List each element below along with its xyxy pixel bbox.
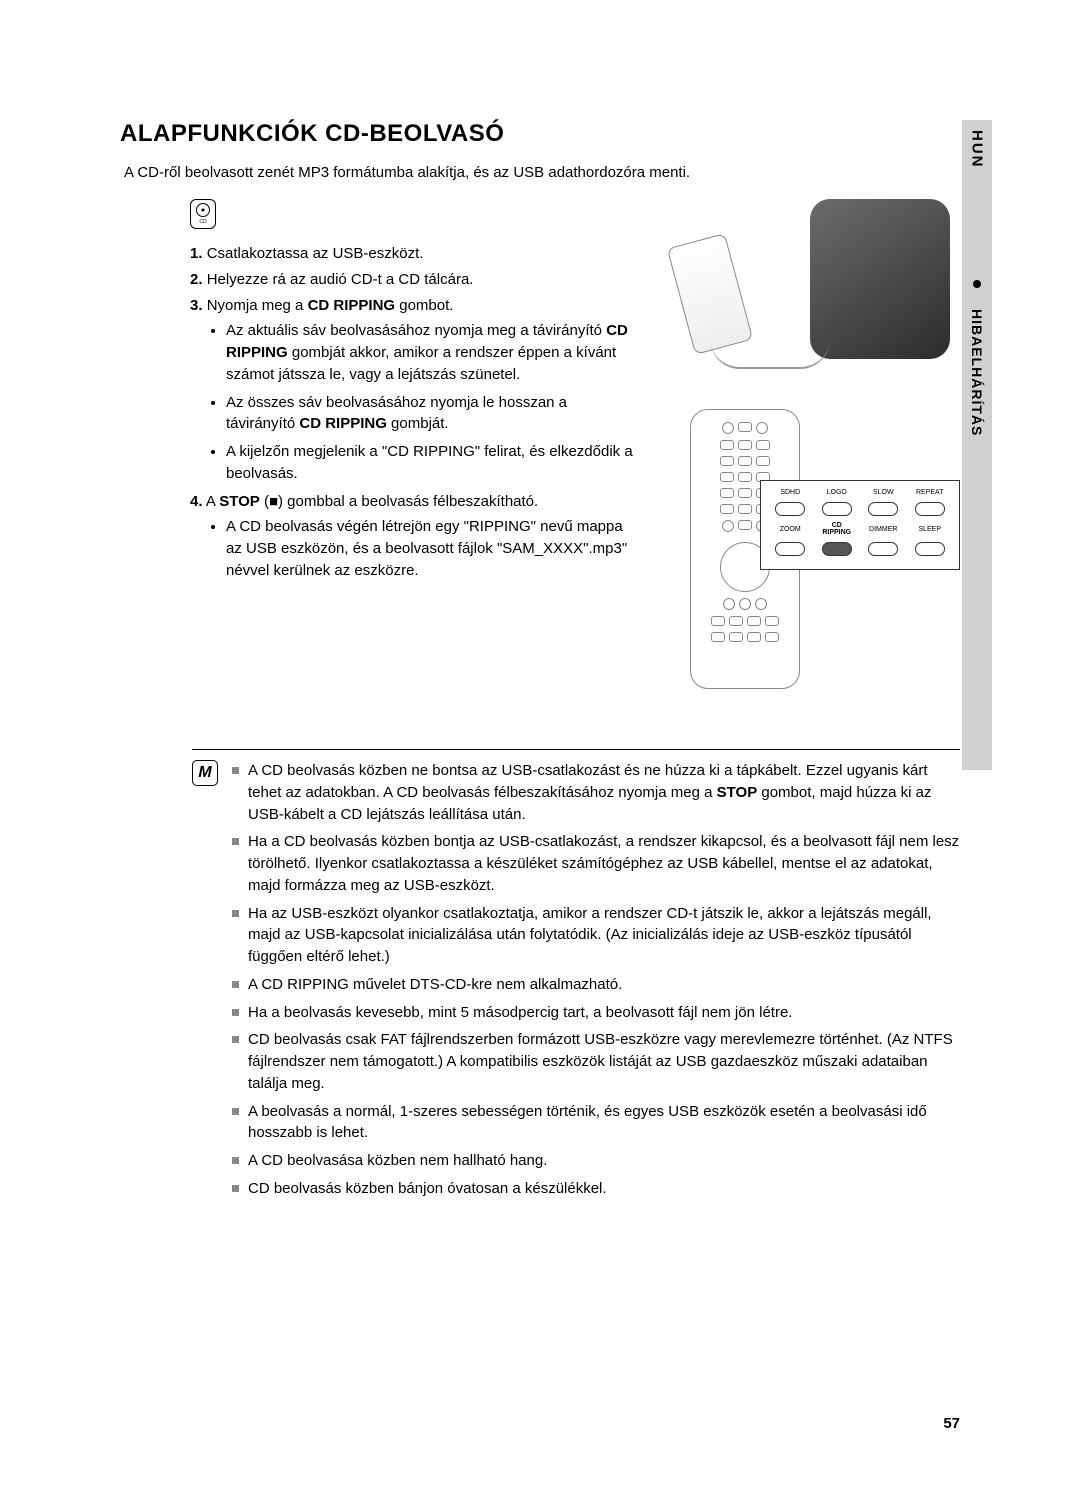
notes-list: A CD beolvasás közben ne bontsa az USB-c…	[232, 760, 960, 1206]
notes-separator	[192, 749, 960, 750]
note-3: Ha az USB-eszközt olyankor csatlakoztatj…	[232, 903, 960, 968]
note-6: CD beolvasás csak FAT fájlrendszerben fo…	[232, 1029, 960, 1094]
note-7: A beolvasás a normál, 1-szeres sebessége…	[232, 1101, 960, 1145]
steps-list: 1. Csatlakoztassa az USB-eszközt. 2. Hel…	[190, 243, 640, 582]
step-2: 2. Helyezze rá az audió CD-t a CD tálcár…	[190, 269, 640, 291]
device-illustration	[650, 199, 950, 379]
step-3: 3. Nyomja meg a CD RIPPING gombot. Az ak…	[190, 295, 640, 485]
cd-icon: CD	[190, 199, 216, 229]
image-column	[650, 199, 960, 689]
step-4: 4. A STOP (■) gombbal a beolvasás félbes…	[190, 491, 640, 582]
cd-ripping-button-highlight	[822, 542, 852, 556]
note-1: A CD beolvasás közben ne bontsa az USB-c…	[232, 760, 960, 825]
step-1: 1. Csatlakoztassa az USB-eszközt.	[190, 243, 640, 265]
note-9: CD beolvasás közben bánjon óvatosan a ké…	[232, 1178, 960, 1200]
note-2: Ha a CD beolvasás közben bontja az USB-c…	[232, 831, 960, 896]
text-column: CD 1. Csatlakoztassa az USB-eszközt. 2. …	[120, 199, 640, 689]
note-5: Ha a beolvasás kevesebb, mint 5 másodper…	[232, 1002, 960, 1024]
step-3-bullet-2: Az összes sáv beolvasásához nyomja le ho…	[226, 392, 640, 436]
page-title: ALAPFUNKCIÓK CD-BEOLVASÓ	[120, 120, 960, 148]
side-section: HIBAELHÁRÍTÁS	[969, 309, 985, 436]
note-8: A CD beolvasása közben nem hallható hang…	[232, 1150, 960, 1172]
side-tab: HUN HIBAELHÁRÍTÁS	[962, 120, 992, 770]
side-lang: HUN	[969, 130, 986, 169]
remote-callout: SDHD LOGO SLOW REPEAT ZOOM CD RIPPING DI…	[760, 480, 960, 570]
note-4: A CD RIPPING művelet DTS-CD-kre nem alka…	[232, 974, 960, 996]
step-4-bullet-1: A CD beolvasás végén létrejön egy "RIPPI…	[226, 516, 640, 581]
step-3-bullet-1: Az aktuális sáv beolvasásához nyomja meg…	[226, 320, 640, 385]
notes-block: M A CD beolvasás közben ne bontsa az USB…	[120, 760, 960, 1206]
page-number: 57	[943, 1415, 960, 1432]
step-3-bullet-3: A kijelzőn megjelenik a "CD RIPPING" fel…	[226, 441, 640, 485]
intro-text: A CD-ről beolvasott zenét MP3 formátumba…	[124, 164, 960, 181]
note-icon: M	[192, 760, 218, 786]
content-row: CD 1. Csatlakoztassa az USB-eszközt. 2. …	[120, 199, 960, 689]
side-dot	[973, 280, 981, 288]
